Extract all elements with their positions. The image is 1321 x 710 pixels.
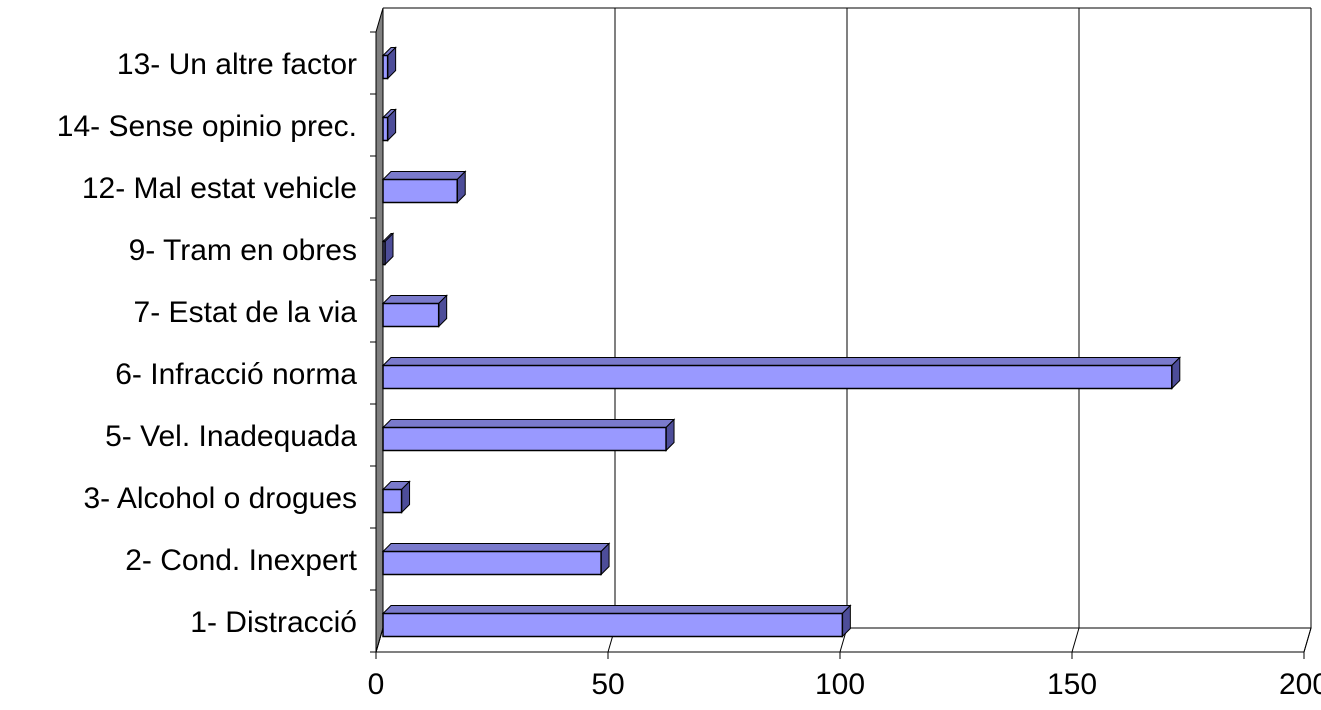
bar-top-face xyxy=(381,295,448,304)
floor-grid-line xyxy=(375,627,384,653)
bar xyxy=(381,294,448,328)
bar xyxy=(381,418,676,452)
bar-front-face xyxy=(382,54,389,80)
bar xyxy=(381,46,397,80)
x-axis-tick-label: 50 xyxy=(591,668,624,701)
bar-top-face xyxy=(381,543,611,552)
side-wall-panel xyxy=(375,7,384,653)
category-label: 7- Estat de la via xyxy=(134,296,358,329)
category-label: 3- Alcohol o drogues xyxy=(83,482,357,515)
bar-front-face xyxy=(382,178,458,204)
bar xyxy=(381,232,395,266)
bar-front-face xyxy=(382,612,844,638)
x-axis-tick-label: 100 xyxy=(815,668,865,701)
bars xyxy=(381,46,1182,638)
category-label: 5- Vel. Inadequada xyxy=(105,420,357,453)
x-axis-tick-labels: 0 50 100 150 200 xyxy=(368,668,1321,701)
bar-front-face xyxy=(382,302,440,328)
bar-front-face xyxy=(382,364,1173,390)
bar xyxy=(381,480,411,514)
category-label: 12- Mal estat vehicle xyxy=(82,172,357,205)
category-label: 1- Distracció xyxy=(190,606,357,639)
bar-front-face xyxy=(382,426,667,452)
chart-side-wall xyxy=(370,7,384,653)
category-label: 9- Tram en obres xyxy=(129,234,357,267)
floor-grid-line xyxy=(1303,627,1312,653)
bar xyxy=(381,356,1182,390)
category-label: 14- Sense opinio prec. xyxy=(57,110,357,143)
category-label: 2- Cond. Inexpert xyxy=(125,544,357,577)
bar-front-face xyxy=(382,240,386,266)
bar xyxy=(381,170,467,204)
bar-top-face xyxy=(381,357,1182,366)
category-label: 13- Un altre factor xyxy=(117,48,357,81)
bar xyxy=(381,604,852,638)
bar-top-face xyxy=(381,171,467,180)
bar-front-face xyxy=(382,488,403,514)
bar xyxy=(381,108,397,142)
bar-front-face xyxy=(382,116,389,142)
x-axis-tick-label: 150 xyxy=(1047,668,1097,701)
x-axis-tick-label: 0 xyxy=(368,668,385,701)
floor-grid-line xyxy=(1071,627,1080,653)
grid-lines xyxy=(375,7,1312,659)
category-labels: 1- Distracció 2- Cond. Inexpert 3- Alcohol… xyxy=(57,48,358,639)
x-axis-tick-label: 200 xyxy=(1279,668,1321,701)
category-label: 6- Infracció norma xyxy=(115,358,357,391)
bar-top-face xyxy=(381,419,676,428)
bar xyxy=(381,542,611,576)
bar-top-face xyxy=(381,605,852,614)
bar-front-face xyxy=(382,550,602,576)
